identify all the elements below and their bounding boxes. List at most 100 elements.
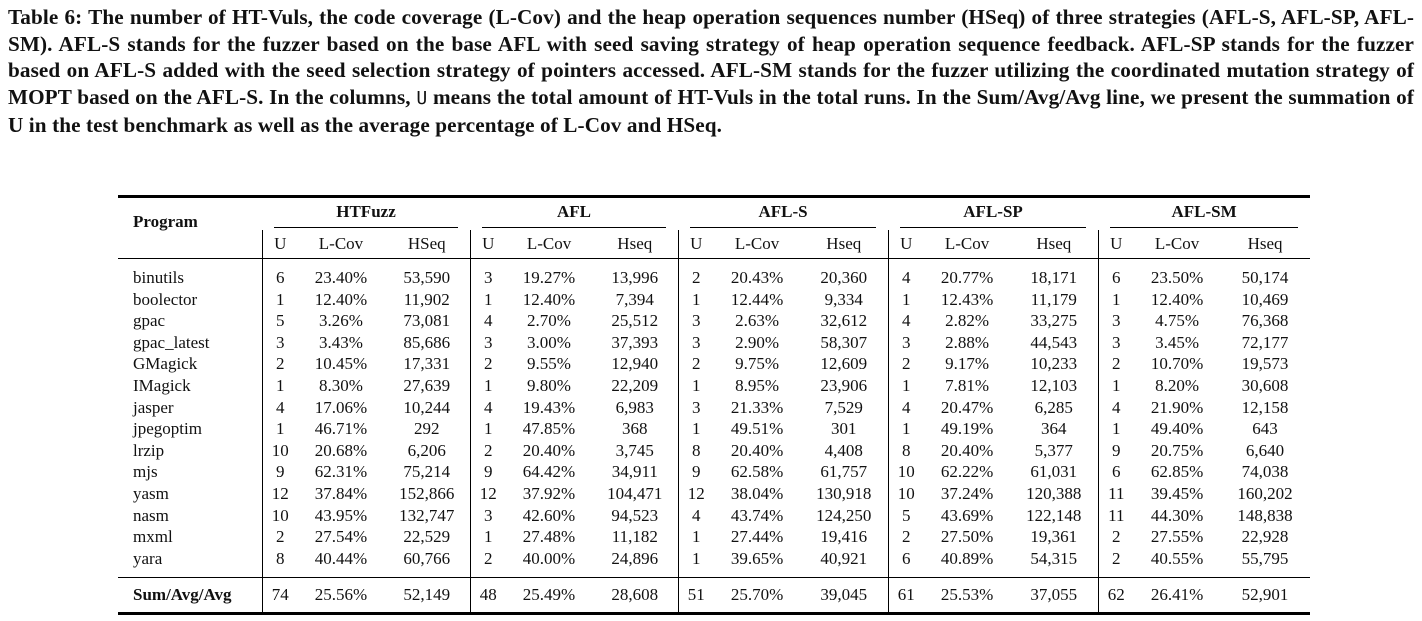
table-cell: 2: [677, 258, 715, 289]
table-cell: 9.55%: [527, 354, 571, 374]
column-header-row: U L-Cov HSeq U L-Cov Hseq U L-Cov Hseq U L-Cov Hseq…: [118, 230, 1311, 259]
group-name: AFL-SP: [900, 202, 1087, 228]
table-summary: Sum/Avg/Avg 74 25.56% 52,149 48 25.49% 28,608 5…: [118, 577, 1311, 614]
table-cell: 22,928: [1241, 527, 1289, 547]
table-row: boolector 1 12.40% 11,902 1 12.40% 7,394 1 12.44…: [118, 288, 1310, 311]
table-cell: 49.19%: [940, 419, 994, 439]
table-cell: 2: [469, 353, 507, 375]
table-cell: 6: [261, 258, 298, 289]
table-cell: 21.90%: [1150, 397, 1204, 417]
table-cell: 2.88%: [945, 332, 989, 352]
table-cell: 1: [887, 418, 925, 440]
group-header-2: AFL-S: [678, 197, 888, 231]
column-header: Hseq: [617, 234, 653, 253]
summary-cell: 28,608: [611, 585, 659, 605]
table-cell: 37.24%: [940, 483, 994, 503]
summary-cell: 52,901: [1241, 585, 1289, 605]
table-row: gpac 5 3.26% 73,081 4 2.70% 25,512 3 2.63% 32,612…: [118, 310, 1310, 332]
table-body: binutils 6 23.40% 53,590 3 19.27% 13,996 2 20.43…: [118, 258, 1310, 578]
table-cell: 53,590: [403, 268, 451, 287]
table-cell: 148,838: [1237, 505, 1293, 525]
table-cell: 3: [677, 331, 715, 354]
table-cell: 23.50%: [1150, 268, 1204, 287]
table-cell: 27.54%: [314, 527, 368, 547]
table-cell: 34,911: [611, 462, 658, 482]
table-cell: 39.45%: [1150, 483, 1204, 503]
table-cell: 5: [261, 310, 298, 332]
table-cell: 22,529: [403, 527, 451, 547]
table-cell: 85,686: [403, 332, 451, 352]
table-cell: 12,103: [1030, 375, 1078, 395]
caption-text: The number of HT-Vuls, the code coverage…: [8, 5, 1415, 109]
summary-row: Sum/Avg/Avg 74 25.56% 52,149 48 25.49% 28,608 5…: [118, 577, 1310, 614]
summary-cell: 25.49%: [522, 585, 576, 605]
column-header: U: [1097, 230, 1135, 259]
group-header-0: HTFuzz: [262, 197, 470, 231]
table-cell: 12.44%: [730, 289, 784, 309]
table-cell: 27.44%: [730, 527, 784, 547]
table-cell: 4: [1097, 396, 1135, 419]
table-row: jpegoptim 1 46.71% 292 1 47.85% 368 1 49.51% 301 1…: [118, 418, 1310, 440]
table-cell: 6: [1097, 461, 1135, 483]
table-row: gpac_latest 3 3.43% 85,686 3 3.00% 37,393 3 2.90…: [118, 331, 1310, 354]
table-cell: 49.40%: [1150, 419, 1204, 439]
program-name: yara: [133, 548, 163, 568]
table-cell: 6,206: [407, 440, 446, 460]
table-cell: 120,388: [1026, 483, 1082, 503]
table-cell: 2.90%: [735, 332, 779, 352]
program-name: yasm: [133, 483, 169, 503]
caption-label: Table 6:: [8, 5, 83, 29]
table-cell: 60,766: [403, 548, 451, 568]
table-cell: 7.81%: [945, 375, 989, 395]
group-header-3: AFL-SP: [888, 197, 1098, 231]
table-cell: 19,416: [820, 527, 868, 547]
table-cell: 2: [1097, 353, 1135, 375]
table-cell: 1: [887, 374, 925, 397]
column-header: L-Cov: [944, 234, 990, 253]
summary-cell: 37,055: [1030, 585, 1078, 605]
table-cell: 9.75%: [735, 354, 779, 374]
table-cell: 292: [414, 419, 440, 439]
table-row: mjs 9 62.31% 75,214 9 64.42% 34,911 9 62.58% 61,7…: [118, 461, 1310, 483]
column-header: Hseq: [1247, 234, 1283, 253]
table-cell: 10,469: [1241, 289, 1289, 309]
table-cell: 1: [1097, 288, 1135, 311]
table-cell: 368: [622, 419, 648, 439]
program-name: GMagick: [133, 354, 198, 374]
column-header: L-Cov: [318, 234, 364, 253]
table-cell: 20.75%: [1150, 440, 1204, 460]
table-row: binutils 6 23.40% 53,590 3 19.27% 13,996 2 20.43…: [118, 258, 1310, 289]
table-cell: 10: [887, 482, 925, 505]
table-cell: 6,285: [1034, 397, 1073, 417]
table-cell: 4: [887, 310, 925, 332]
table-cell: 33,275: [1030, 311, 1078, 331]
column-header: Hseq: [826, 234, 862, 253]
table-cell: 39.65%: [730, 548, 784, 568]
program-name: gpac_latest: [133, 332, 210, 352]
table-cell: 2: [677, 353, 715, 375]
table-cell: 3.43%: [319, 332, 363, 352]
table-cell: 2: [261, 353, 298, 375]
table-cell: 10: [887, 461, 925, 483]
column-header: HSeq: [407, 234, 446, 253]
table-cell: 4.75%: [1155, 311, 1199, 331]
summary-cell: 62: [1097, 577, 1135, 614]
table-cell: 7,529: [824, 397, 863, 417]
table-row: IMagick 1 8.30% 27,639 1 9.80% 22,209 1 8.95% 23,…: [118, 374, 1310, 397]
table-cell: 21.33%: [730, 397, 784, 417]
table-cell: 1: [887, 288, 925, 311]
column-header: U: [677, 230, 715, 259]
table-cell: 124,250: [816, 505, 872, 525]
table-cell: 30,608: [1241, 375, 1289, 395]
table-cell: 20.43%: [730, 268, 784, 287]
table-cell: 3: [677, 310, 715, 332]
table-cell: 55,795: [1241, 548, 1289, 568]
table-cell: 10,233: [1030, 354, 1078, 374]
table-cell: 37.84%: [314, 483, 368, 503]
table-row: jasper 4 17.06% 10,244 4 19.43% 6,983 3 21.33% 7,…: [118, 396, 1310, 419]
table-cell: 3.26%: [319, 311, 363, 331]
group-header-row: Program HTFuzz AFL AFL-S AFL-SP AFL-SM: [118, 197, 1310, 231]
table-cell: 2: [469, 439, 507, 462]
summary-cell: 26.41%: [1150, 585, 1204, 605]
table-cell: 12,940: [611, 354, 659, 374]
